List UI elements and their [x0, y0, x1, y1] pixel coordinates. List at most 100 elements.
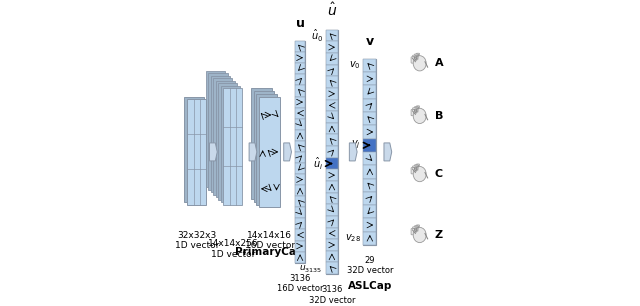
Bar	[326, 99, 339, 111]
Bar	[326, 53, 339, 65]
Bar	[259, 96, 280, 207]
Bar	[326, 263, 339, 274]
Bar	[326, 134, 339, 146]
FancyBboxPatch shape	[413, 166, 417, 173]
Text: B: B	[435, 111, 444, 121]
Bar	[364, 192, 376, 205]
FancyBboxPatch shape	[417, 225, 420, 232]
Bar	[364, 112, 376, 125]
Bar	[364, 72, 376, 85]
Text: u: u	[296, 17, 305, 30]
Text: $\hat{u}_0$: $\hat{u}_0$	[310, 28, 323, 44]
Text: PrimaryCap: PrimaryCap	[236, 248, 304, 257]
Bar	[326, 192, 339, 204]
Bar	[257, 94, 277, 204]
Bar	[295, 196, 305, 207]
Bar	[326, 204, 339, 216]
Bar	[295, 141, 305, 152]
Bar	[251, 88, 271, 199]
Bar	[295, 207, 305, 218]
Bar	[364, 59, 376, 72]
Text: C: C	[435, 169, 443, 179]
Ellipse shape	[413, 56, 426, 71]
Text: $v_{28}$: $v_{28}$	[345, 233, 361, 244]
Bar	[326, 76, 339, 88]
Bar	[295, 163, 305, 174]
Ellipse shape	[413, 227, 426, 243]
Bar	[326, 146, 339, 158]
Text: 29
32D vector: 29 32D vector	[347, 256, 393, 275]
Polygon shape	[284, 143, 291, 161]
Bar	[223, 88, 243, 204]
Bar	[326, 111, 339, 123]
Bar	[364, 99, 376, 112]
FancyBboxPatch shape	[417, 53, 420, 61]
Bar	[295, 174, 305, 185]
Bar	[364, 165, 376, 178]
Bar	[326, 41, 339, 53]
FancyBboxPatch shape	[411, 110, 417, 116]
Bar	[326, 88, 339, 99]
Bar	[364, 152, 376, 165]
Polygon shape	[209, 143, 217, 161]
Bar	[295, 152, 305, 163]
Text: 3136
16D vector: 3136 16D vector	[277, 274, 323, 293]
Bar	[295, 41, 305, 52]
FancyBboxPatch shape	[415, 165, 418, 172]
Bar	[295, 185, 305, 196]
Bar	[184, 96, 204, 202]
FancyBboxPatch shape	[415, 54, 418, 61]
Text: Z: Z	[435, 230, 443, 240]
Bar	[253, 91, 275, 202]
FancyBboxPatch shape	[411, 229, 417, 235]
Bar	[326, 239, 339, 251]
Ellipse shape	[413, 166, 426, 182]
Polygon shape	[384, 143, 392, 161]
Bar	[326, 228, 339, 239]
Bar	[326, 30, 339, 274]
Bar	[326, 251, 339, 263]
Bar	[326, 123, 339, 134]
Text: $v_j$: $v_j$	[351, 139, 361, 151]
Bar	[211, 76, 230, 192]
Bar	[208, 73, 227, 190]
Bar	[326, 216, 339, 228]
Bar	[364, 218, 376, 232]
Bar	[218, 83, 237, 200]
Text: $\hat{u}_i$: $\hat{u}_i$	[313, 155, 323, 172]
Polygon shape	[349, 143, 357, 161]
Text: 14x14x256
1D vector: 14x14x256 1D vector	[207, 239, 258, 259]
Bar	[187, 99, 207, 204]
FancyBboxPatch shape	[415, 226, 418, 233]
Bar	[221, 86, 240, 202]
Bar	[213, 78, 232, 195]
Bar	[326, 181, 339, 192]
Bar	[295, 63, 305, 74]
Ellipse shape	[413, 108, 426, 124]
FancyBboxPatch shape	[413, 108, 417, 115]
FancyBboxPatch shape	[411, 168, 417, 174]
Bar	[364, 139, 376, 152]
FancyBboxPatch shape	[413, 55, 417, 62]
Bar	[364, 59, 376, 245]
Bar	[295, 230, 305, 241]
Bar	[295, 241, 305, 252]
Text: 32x32x3
1D vector: 32x32x3 1D vector	[175, 231, 219, 250]
Polygon shape	[249, 143, 257, 161]
Text: 14x14x16
16D vector: 14x14x16 16D vector	[244, 231, 294, 250]
FancyBboxPatch shape	[413, 227, 417, 234]
Bar	[326, 169, 339, 181]
Text: 3136
32D vector: 3136 32D vector	[308, 285, 355, 304]
Bar	[295, 85, 305, 96]
FancyBboxPatch shape	[417, 106, 420, 113]
Text: A: A	[435, 58, 444, 68]
FancyBboxPatch shape	[411, 57, 417, 63]
Bar	[295, 52, 305, 63]
Bar	[326, 65, 339, 76]
Bar	[295, 252, 305, 263]
Bar	[295, 218, 305, 230]
FancyBboxPatch shape	[415, 106, 418, 114]
Bar	[364, 85, 376, 99]
Text: ASLCap: ASLCap	[348, 281, 392, 291]
FancyBboxPatch shape	[417, 164, 420, 171]
